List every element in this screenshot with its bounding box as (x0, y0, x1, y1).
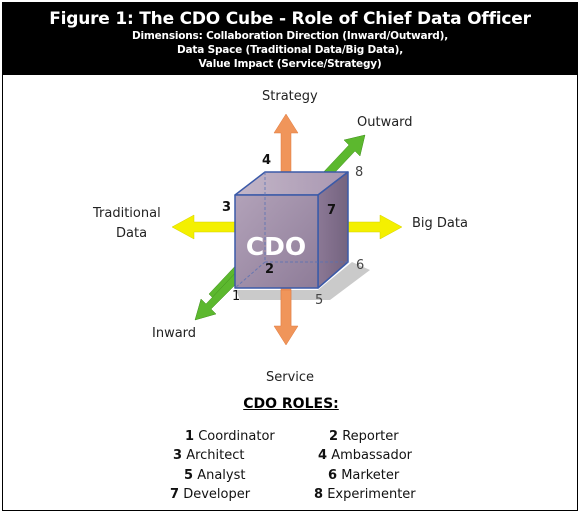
cube-shadow (236, 262, 370, 300)
face-number-8: 8 (355, 165, 364, 180)
role-item-8: 8 Experimenter (314, 487, 416, 502)
role-item-2: 2 Reporter (329, 429, 399, 444)
role-item-7: 7 Developer (170, 487, 251, 502)
figure-title: Figure 1: The CDO Cube - Role of Chief D… (49, 9, 531, 29)
service-label: Service (266, 370, 315, 385)
big-data-label: Big Data (412, 216, 468, 231)
data-label: Data (116, 226, 148, 241)
role-item-1: 1 Coordinator (185, 429, 275, 444)
strategy-label: Strategy (262, 89, 318, 104)
cube-front-face (234, 194, 319, 289)
figure-header: Figure 1: The CDO Cube - Role of Chief D… (3, 3, 577, 75)
roles-title: CDO ROLES: (243, 396, 339, 412)
face-number-3: 3 (222, 200, 232, 215)
subtitle-line-2: Data Space (Traditional Data/Big Data), (177, 44, 403, 56)
cube-label: CDO (246, 232, 306, 261)
inward-label: Inward (152, 326, 197, 341)
face-number-4: 4 (262, 153, 272, 168)
face-number-2: 2 (265, 262, 275, 277)
subtitle-line-3: Value Impact (Service/Strategy) (198, 58, 382, 70)
role-item-5: 5 Analyst (184, 468, 246, 483)
face-number-5: 5 (315, 293, 324, 308)
traditional-label: Traditional (93, 206, 161, 221)
role-item-6: 6 Marketer (328, 468, 400, 483)
subtitle-line-1: Dimensions: Collaboration Direction (Inw… (131, 30, 449, 42)
face-number-1: 1 (232, 289, 241, 304)
role-item-4: 4 Ambassador (318, 448, 413, 463)
face-number-7: 7 (327, 203, 337, 218)
cdo-cube (234, 171, 349, 289)
face-number-6: 6 (356, 258, 365, 273)
role-item-3: 3 Architect (173, 448, 245, 463)
outward-label: Outward (357, 115, 413, 130)
